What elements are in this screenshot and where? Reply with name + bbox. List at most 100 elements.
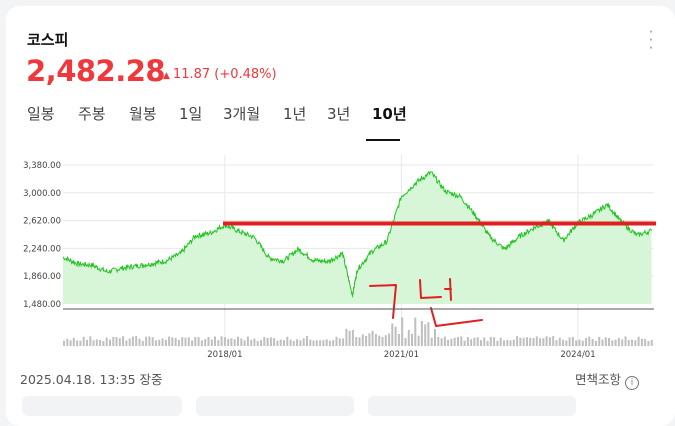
volume-bar <box>480 340 482 346</box>
volume-bar <box>82 336 85 346</box>
volume-bar <box>506 339 509 346</box>
volume-bar <box>145 336 148 346</box>
volume-bar <box>348 330 351 346</box>
volume-bar <box>440 338 443 346</box>
annotation-stroke <box>444 278 452 301</box>
tab-1day[interactable]: 1일 <box>179 105 203 123</box>
volume-bar <box>191 340 194 346</box>
volume-bar <box>260 340 262 346</box>
y-tick-label: 2,620.00 <box>23 217 61 227</box>
volume-bar <box>374 333 377 346</box>
volume-bar <box>168 336 171 346</box>
volume-bar <box>470 339 473 346</box>
volume-bar <box>338 338 341 346</box>
info-icon: i <box>625 376 640 390</box>
volume-bar <box>588 336 591 346</box>
volume-bar <box>194 337 197 346</box>
volume-bar <box>585 338 587 346</box>
volume-bar <box>237 336 239 346</box>
volume-bar <box>476 337 479 346</box>
volume-bar <box>581 340 584 346</box>
tab-daily[interactable]: 일봉 <box>27 105 55 123</box>
volume-bar <box>345 328 348 346</box>
volume-bar <box>604 337 607 346</box>
x-tick-label: 2018/01 <box>207 350 242 360</box>
volume-bar <box>391 323 394 346</box>
volume-bar <box>177 339 180 346</box>
tab-3years[interactable]: 3년 <box>327 105 351 123</box>
volume-bar <box>447 339 450 346</box>
volume-bar <box>289 339 292 346</box>
volume-bar <box>79 340 82 346</box>
volume-bar <box>427 322 430 346</box>
kospi-card: 코스피 · · · 2,482.28 ▲ 11.87 (+0.48%) <box>6 6 675 426</box>
volume-bar <box>200 340 203 346</box>
volume-bar <box>558 337 561 346</box>
volume-bar <box>539 338 542 346</box>
volume-bar <box>614 339 617 346</box>
y-tick-label: 2,240.00 <box>23 244 61 254</box>
bottom-action-button[interactable] <box>368 396 576 416</box>
volume-bar <box>407 329 410 346</box>
price-area-fill <box>63 171 652 304</box>
volume-bar <box>496 340 499 346</box>
volume-bar <box>227 339 230 346</box>
volume-bar <box>365 336 368 346</box>
volume-bar <box>522 337 525 346</box>
tab-1year[interactable]: 1년 <box>283 105 307 123</box>
volume-bar <box>420 321 423 346</box>
tab-3months[interactable]: 3개월 <box>223 105 261 123</box>
volume-bar <box>414 317 417 346</box>
volume-bar <box>309 339 312 346</box>
tab-weekly[interactable]: 주봉 <box>78 105 106 123</box>
volume-bar <box>516 336 519 346</box>
volume-bar <box>312 340 315 346</box>
volume-bar <box>315 340 318 346</box>
volume-bar <box>72 338 75 346</box>
volume-bar <box>95 339 98 346</box>
volume-bar <box>118 338 121 346</box>
bottom-action-button[interactable] <box>196 396 354 416</box>
volume-bar <box>453 337 456 346</box>
volume-bar <box>473 337 476 346</box>
volume-bar <box>154 340 157 346</box>
volume-bar <box>575 340 578 346</box>
volume-bar <box>591 338 594 346</box>
volume-bar <box>404 337 407 346</box>
volume-bar <box>640 338 643 346</box>
volume-bar <box>319 340 322 346</box>
volume-bar <box>611 340 614 346</box>
volume-bar <box>122 336 125 346</box>
volume-bar <box>512 339 515 346</box>
volume-bar <box>548 337 551 346</box>
volume-bar <box>131 336 134 346</box>
volume-bar <box>562 339 565 346</box>
volume-bar <box>128 338 131 346</box>
volume-bar <box>181 337 184 346</box>
disclaimer-link[interactable]: 면책조항 i <box>575 369 640 390</box>
volume-bar <box>197 337 200 346</box>
volume-bar <box>69 340 72 346</box>
volume-bar <box>138 338 141 346</box>
volume-bar <box>617 338 620 346</box>
volume-bar <box>223 337 226 346</box>
volume-bar <box>214 336 216 346</box>
volume-bar <box>322 340 325 346</box>
volume-bar <box>161 338 164 346</box>
volume-bar <box>105 337 108 346</box>
volume-bar <box>371 330 374 346</box>
volume-bar <box>63 340 65 346</box>
timestamp: 2025.04.18. 13:35 장중 <box>20 372 163 387</box>
tab-10years[interactable]: 10년 <box>372 105 407 123</box>
volume-bar <box>335 336 338 346</box>
volume-bar <box>621 339 624 346</box>
volume-bar <box>443 336 446 346</box>
more-options-icon[interactable]: · · · <box>648 23 654 57</box>
tab-monthly[interactable]: 월봉 <box>129 105 157 123</box>
volume-bar <box>263 336 266 346</box>
volume-bar <box>493 337 496 346</box>
bottom-action-button[interactable] <box>22 396 182 416</box>
volume-bar <box>292 340 295 346</box>
volume-bar <box>503 340 505 346</box>
volume-bar <box>296 339 299 346</box>
